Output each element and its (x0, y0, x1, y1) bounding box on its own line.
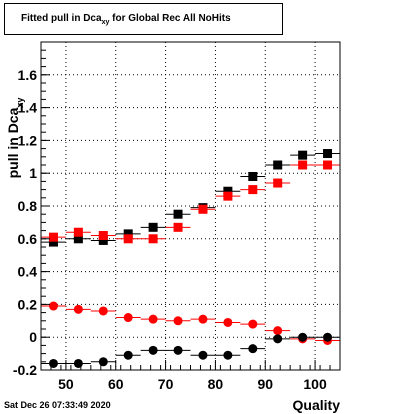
series-1 (41, 160, 340, 244)
y-tick-label: 0 (29, 329, 37, 345)
data-point (273, 178, 283, 188)
data-point (123, 350, 133, 360)
data-point (73, 304, 83, 314)
series-layer (41, 149, 340, 368)
data-point (248, 185, 258, 195)
data-point (73, 227, 83, 237)
data-point (98, 306, 108, 316)
data-point (123, 313, 133, 323)
tick-labels: 50 60 70 80 90 100 -0.2 0 0.2 0.4 0.6 0.8 1 1.2 1.4 1.6 (13, 67, 327, 392)
x-tick-label: 100 (303, 376, 327, 392)
data-point (173, 209, 183, 219)
data-point (223, 186, 233, 196)
data-point (223, 317, 233, 327)
y-axis-label-subscript: xy (15, 98, 25, 108)
data-point (48, 358, 58, 368)
data-point (298, 160, 308, 170)
chart-title-box: Fitted pull in Dcaxy for Global Rec All … (4, 3, 283, 35)
data-point (323, 149, 333, 159)
data-point (173, 316, 183, 326)
data-point (48, 237, 58, 247)
x-tick-label: 80 (208, 376, 224, 392)
data-point (198, 350, 208, 360)
data-point (73, 234, 83, 244)
data-point (248, 171, 258, 181)
series-3 (41, 332, 340, 368)
y-tick-label: 1.4 (18, 100, 38, 116)
data-point (223, 191, 233, 201)
y-tick-label: 1.6 (18, 67, 38, 83)
data-point (123, 234, 133, 244)
x-tick-label: 50 (58, 376, 74, 392)
data-point (148, 234, 158, 244)
data-point (98, 231, 108, 241)
series-2 (41, 301, 340, 345)
ticks (40, 41, 341, 371)
data-point (273, 334, 283, 344)
y-tick-label: 0.6 (18, 231, 38, 247)
x-tick-label: 90 (257, 376, 273, 392)
y-tick-label: 0.4 (18, 264, 38, 280)
y-tick-label: -0.2 (13, 362, 37, 378)
data-point (98, 235, 108, 245)
data-point (273, 326, 283, 336)
data-point (298, 332, 308, 342)
data-point (123, 229, 133, 239)
grid (41, 42, 340, 371)
data-point (273, 160, 283, 170)
timestamp: Sat Dec 26 07:33:49 2020 (4, 400, 111, 410)
data-point (323, 160, 333, 170)
x-tick-label: 70 (158, 376, 174, 392)
data-point (98, 357, 108, 367)
data-point (248, 344, 258, 354)
data-point (148, 345, 158, 355)
data-point (323, 332, 333, 342)
data-point (73, 358, 83, 368)
data-point (198, 314, 208, 324)
chart-title: Fitted pull in Dcaxy for Global Rec All … (21, 13, 231, 26)
data-point (198, 204, 208, 214)
y-tick-label: 1 (29, 165, 37, 181)
data-point (298, 150, 308, 160)
x-tick-label: 60 (108, 376, 124, 392)
y-tick-label: 0.2 (18, 296, 38, 312)
data-point (223, 350, 233, 360)
data-point (173, 222, 183, 232)
y-tick-label: 0.8 (18, 198, 38, 214)
x-axis-label: Quality (293, 397, 341, 413)
data-point (248, 319, 258, 329)
y-axis-label: pull in Dcaxy (5, 98, 25, 179)
data-point (148, 314, 158, 324)
data-point (173, 345, 183, 355)
data-point (48, 232, 58, 242)
y-tick-label: 1.2 (18, 132, 38, 148)
data-point (48, 301, 58, 311)
data-point (148, 222, 158, 232)
